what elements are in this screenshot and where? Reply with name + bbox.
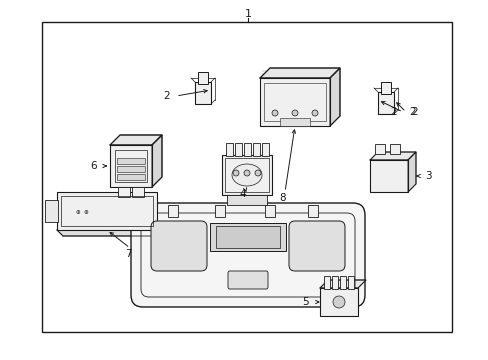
FancyBboxPatch shape (151, 221, 206, 271)
Bar (339, 276, 346, 289)
Bar (260, 78, 329, 126)
FancyBboxPatch shape (288, 221, 345, 271)
Bar (324, 276, 329, 289)
Bar (61, 196, 153, 226)
Bar (347, 276, 353, 289)
Text: 4: 4 (239, 189, 246, 199)
Polygon shape (152, 135, 162, 187)
Circle shape (291, 110, 297, 116)
FancyBboxPatch shape (131, 203, 364, 307)
Ellipse shape (231, 164, 262, 186)
Bar (331, 276, 337, 289)
Bar (168, 205, 178, 217)
Text: 5: 5 (302, 297, 308, 307)
Bar (264, 83, 325, 121)
Circle shape (254, 170, 261, 176)
Text: 1: 1 (244, 9, 251, 19)
Polygon shape (369, 152, 415, 160)
Bar (117, 166, 145, 172)
Polygon shape (110, 135, 162, 145)
Text: 3: 3 (424, 171, 431, 181)
Text: 6: 6 (90, 161, 97, 171)
Bar (244, 143, 250, 156)
Text: 8: 8 (279, 193, 286, 203)
Circle shape (271, 110, 278, 116)
Bar (118, 187, 130, 197)
Bar (45, 200, 58, 222)
Bar (209, 223, 285, 251)
Circle shape (232, 170, 239, 176)
Bar (117, 174, 145, 180)
Bar (319, 288, 357, 316)
Bar (215, 205, 224, 217)
Bar (216, 226, 280, 248)
Bar (377, 92, 393, 114)
Bar (374, 144, 384, 154)
Circle shape (244, 170, 249, 176)
Bar (369, 160, 407, 192)
Bar (262, 143, 268, 156)
Polygon shape (329, 68, 339, 126)
Bar (222, 155, 271, 195)
Bar (195, 82, 210, 104)
Bar (115, 150, 147, 182)
Bar (226, 195, 266, 205)
Circle shape (311, 110, 317, 116)
Bar (280, 118, 309, 126)
Text: 2: 2 (163, 91, 170, 101)
Text: ⊕  ⊕: ⊕ ⊕ (76, 210, 88, 215)
Text: 2: 2 (410, 107, 417, 117)
Bar (389, 144, 399, 154)
Bar (110, 145, 152, 187)
Polygon shape (260, 68, 339, 78)
Bar (225, 143, 232, 156)
Bar (117, 158, 145, 164)
Bar (42, 22, 451, 332)
Bar (235, 143, 242, 156)
Bar (224, 158, 268, 192)
Bar (198, 72, 207, 84)
Polygon shape (57, 230, 163, 236)
Polygon shape (407, 152, 415, 192)
Bar (307, 205, 317, 217)
Text: 2: 2 (408, 107, 415, 117)
Text: 2: 2 (389, 107, 396, 117)
Text: 7: 7 (124, 249, 131, 259)
Circle shape (332, 296, 345, 308)
Polygon shape (319, 280, 365, 288)
Bar (252, 143, 260, 156)
FancyBboxPatch shape (227, 271, 267, 289)
Bar (264, 205, 274, 217)
Bar (57, 192, 157, 230)
Bar (132, 187, 143, 197)
Bar (380, 82, 390, 94)
